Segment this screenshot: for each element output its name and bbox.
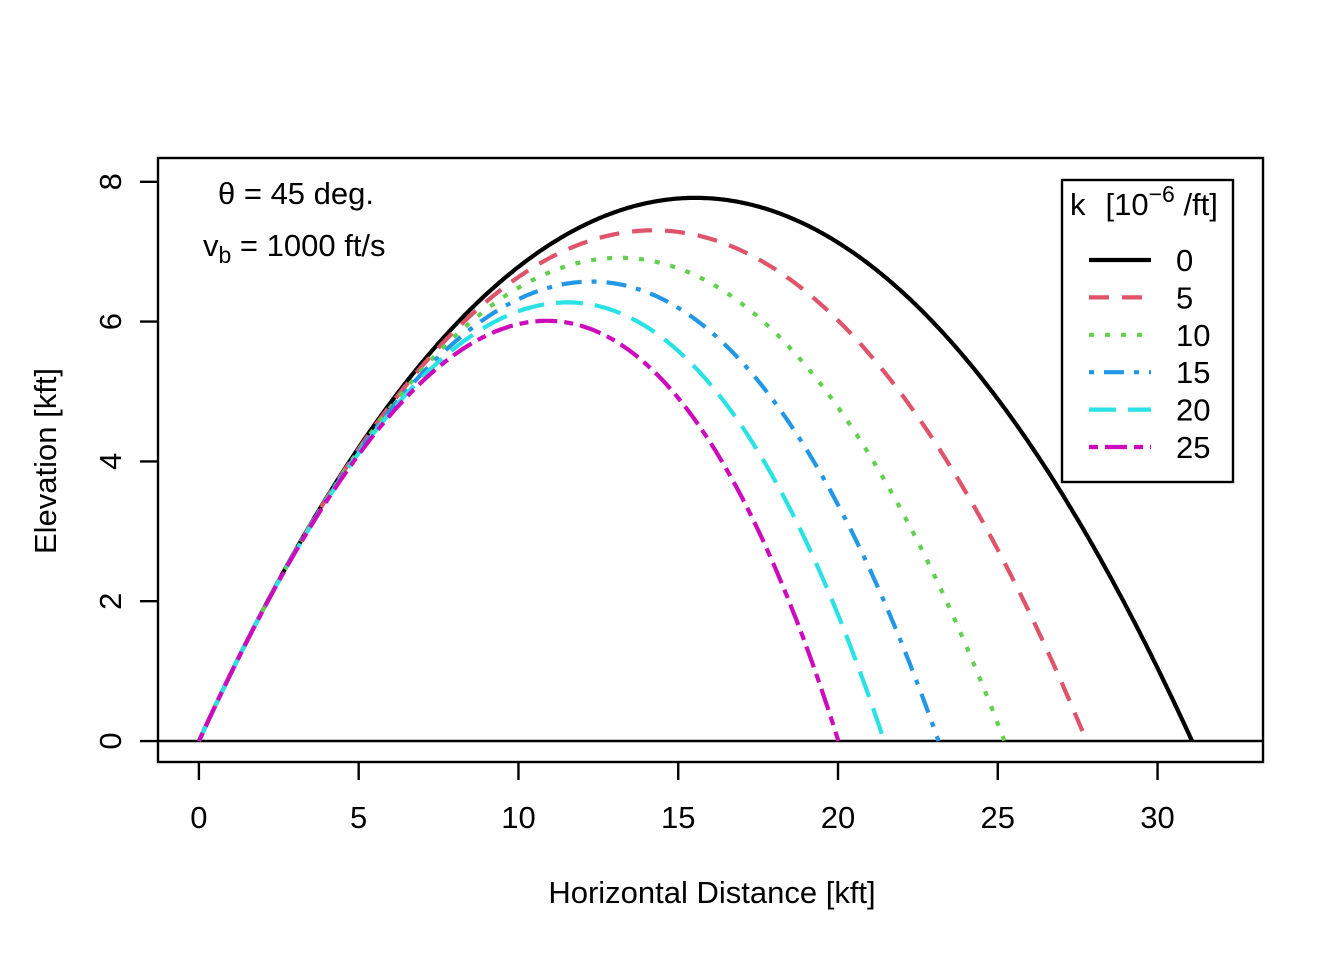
x-axis-ticks: 0 5 10 15 20 25 30 xyxy=(190,762,1175,835)
trajectory-curve-k10 xyxy=(196,255,1007,743)
y-tick-label: 8 xyxy=(93,173,128,190)
trajectory-curve-k20 xyxy=(196,300,887,743)
velocity-symbol: v xyxy=(203,228,219,263)
x-tick-label: 20 xyxy=(821,800,855,835)
x-tick-label: 15 xyxy=(661,800,695,835)
legend-title-k: k xyxy=(1070,187,1086,222)
legend-label-k0: 0 xyxy=(1176,243,1193,278)
legend-title: k [10−6 /ft] xyxy=(1070,181,1218,222)
legend-title-unit-open: [10 xyxy=(1106,187,1149,222)
annotation-launch-angle: θ = 45 deg. xyxy=(218,176,374,211)
y-tick-label: 2 xyxy=(93,593,128,610)
x-tick-label: 10 xyxy=(501,800,535,835)
y-tick-label: 6 xyxy=(93,313,128,330)
annotation-muzzle-velocity: vb = 1000 ft/s xyxy=(203,228,386,268)
trajectory-curve-k25 xyxy=(196,318,841,742)
legend-label-k15: 15 xyxy=(1176,355,1210,390)
legend-label-k20: 20 xyxy=(1176,393,1210,428)
y-axis-label: Elevation [kft] xyxy=(28,368,63,554)
x-tick-label: 5 xyxy=(350,800,367,835)
trajectory-curve-k15 xyxy=(196,279,941,742)
velocity-subscript: b xyxy=(219,242,232,268)
trajectory-curves xyxy=(196,195,1194,743)
velocity-value: = 1000 ft/s xyxy=(231,228,385,263)
plot-box xyxy=(156,156,1265,764)
x-axis-label: Horizontal Distance [kft] xyxy=(548,875,875,910)
legend-label-k10: 10 xyxy=(1176,318,1210,353)
y-tick-label: 4 xyxy=(93,453,128,470)
x-tick-label: 0 xyxy=(190,800,207,835)
y-tick-label: 0 xyxy=(93,732,128,749)
legend-title-unit-superscript: −6 xyxy=(1149,181,1175,207)
legend-box xyxy=(1060,178,1235,484)
legend-label-k5: 5 xyxy=(1176,280,1193,315)
legend-title-unit-close: /ft] xyxy=(1175,187,1218,222)
x-tick-label: 25 xyxy=(981,800,1015,835)
y-axis-ticks: 0 2 4 6 8 xyxy=(93,173,158,750)
legend-label-k25: 25 xyxy=(1176,430,1210,465)
trajectory-curve-k0 xyxy=(196,195,1194,742)
x-tick-label: 30 xyxy=(1140,800,1174,835)
